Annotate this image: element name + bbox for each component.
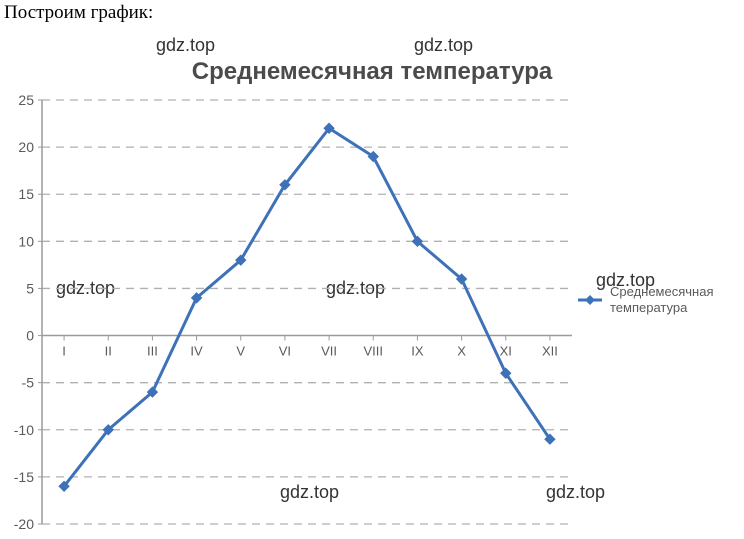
- y-tick-label: -10: [14, 422, 34, 438]
- y-tick-label: 5: [26, 280, 34, 296]
- x-tick-label: IV: [190, 344, 203, 359]
- y-tick-label: 0: [26, 328, 34, 344]
- legend-label: температура: [610, 300, 688, 315]
- x-tick-label: VII: [321, 344, 337, 359]
- legend-label: Среднемесячная: [610, 284, 714, 299]
- y-tick-label: -15: [14, 469, 34, 485]
- chart-area: -20-15-10-50510152025IIIIIIIVVVIVIIVIIII…: [0, 0, 744, 539]
- x-tick-label: X: [457, 344, 466, 359]
- y-tick-label: 10: [18, 233, 34, 249]
- x-tick-label: XII: [542, 344, 558, 359]
- series-line: [64, 128, 550, 486]
- y-tick-label: 15: [18, 186, 34, 202]
- x-tick-label: XI: [500, 344, 512, 359]
- x-tick-label: V: [236, 344, 245, 359]
- y-tick-label: -20: [14, 516, 34, 532]
- x-tick-label: III: [147, 344, 158, 359]
- y-tick-label: 20: [18, 139, 34, 155]
- x-tick-label: I: [62, 344, 66, 359]
- x-tick-label: VI: [279, 344, 291, 359]
- x-tick-label: II: [105, 344, 112, 359]
- y-tick-label: -5: [22, 375, 35, 391]
- x-tick-label: IX: [411, 344, 424, 359]
- y-tick-label: 25: [18, 92, 34, 108]
- x-tick-label: VIII: [363, 344, 383, 359]
